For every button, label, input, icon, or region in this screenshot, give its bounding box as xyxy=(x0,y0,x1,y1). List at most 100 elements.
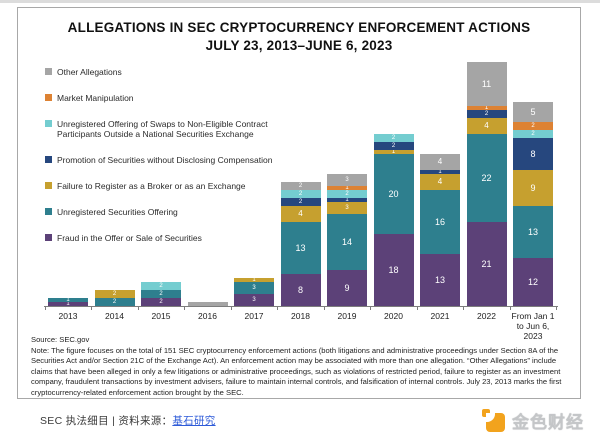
x-axis-tick xyxy=(323,306,325,310)
bar-segment: 12 xyxy=(513,258,553,306)
x-axis-label: 2021 xyxy=(430,311,450,321)
bar-segment: 2 xyxy=(280,190,321,198)
bar-segment: 1 xyxy=(373,149,414,155)
jinse-logo-icon xyxy=(481,408,507,433)
bar-value-label: 1 xyxy=(345,185,349,191)
legend-label: Other Allegations xyxy=(57,67,122,77)
legend-item: Unregistered Securities Offering xyxy=(45,207,313,217)
bar-segment: 8 xyxy=(280,274,321,306)
bar-value-label: 2 xyxy=(531,123,535,129)
bar-segment: 13 xyxy=(420,254,460,306)
legend-swatch-icon xyxy=(45,234,52,241)
x-axis-label: 2016 xyxy=(198,311,217,321)
bar-value-label: 2 xyxy=(159,283,163,289)
bar-value-label: 2 xyxy=(484,111,489,117)
legend-swatch-icon xyxy=(45,156,52,163)
brand-name: 金色财经 xyxy=(512,413,584,432)
legend-label: Promotion of Securities without Disclosi… xyxy=(57,155,273,165)
bar-value-label: 3 xyxy=(345,177,349,183)
plot-area: 1 1 2013 2 2 2014 2 2 2 2015 2016 3 3 1 2017 8 13 4 2 2 2 201… xyxy=(18,8,580,398)
chart-frame: ALLEGATIONS IN SEC CRYPTOCURRENCY ENFORC… xyxy=(17,7,581,399)
x-axis-tick xyxy=(416,306,418,310)
bar-value-label: 2 xyxy=(298,191,303,197)
bar-value-label: 2 xyxy=(391,143,396,149)
x-axis-tick xyxy=(463,306,465,310)
bar-value-label: 1 xyxy=(345,197,349,203)
bar-value-label: 3 xyxy=(345,205,349,211)
legend-label: Unregistered Securities Offering xyxy=(57,207,178,217)
bar-segment: 3 xyxy=(234,282,274,294)
bar-segment: 18 xyxy=(373,234,414,306)
bar-segment: 2 xyxy=(141,298,181,306)
bar-value-label: 5 xyxy=(530,106,536,117)
chart-legend: Other Allegations Market Manipulation Unre… xyxy=(45,67,313,243)
bar-value-label: 4 xyxy=(437,157,443,166)
x-axis-label: 2018 xyxy=(291,311,310,321)
bar-value-label: 11 xyxy=(481,78,492,89)
bar-segment: 1 xyxy=(420,169,460,175)
x-axis-label: 2015 xyxy=(151,311,171,321)
bar-value-label: 18 xyxy=(388,264,399,275)
footer-source-link[interactable]: 基石研究 xyxy=(172,414,216,427)
bar-value-label: 12 xyxy=(527,276,538,287)
bar-value-label: 2 xyxy=(298,199,303,205)
bar-segment: 2 xyxy=(141,282,181,290)
x-axis-label: 2014 xyxy=(105,311,124,321)
chart-title-line1: ALLEGATIONS IN SEC CRYPTOCURRENCY ENFORC… xyxy=(67,20,531,35)
x-axis-tick xyxy=(370,306,372,310)
bar-segment: 5 xyxy=(513,102,553,122)
bar-segment: 4 xyxy=(420,174,460,190)
bar-value-label: 1 xyxy=(66,297,70,303)
bar-segment: 16 xyxy=(420,190,460,254)
x-axis-tick xyxy=(91,306,93,310)
legend-label: Fraud in the Offer or Sale of Securities xyxy=(57,233,202,243)
bar-value-label: 1 xyxy=(252,277,256,283)
x-axis-tick xyxy=(44,306,46,310)
bar-segment: 2 xyxy=(94,298,135,306)
bar-value-label: 13 xyxy=(434,274,445,285)
bar-segment: 2 xyxy=(373,142,414,150)
x-axis-label: 2017 xyxy=(244,311,264,321)
bar-value-label: 2 xyxy=(391,135,396,141)
bar-segment: 1 xyxy=(327,185,367,191)
bar-value-label: 1 xyxy=(391,149,396,155)
bar-segment xyxy=(187,302,228,306)
brand-logo: 金色财经 xyxy=(481,408,584,433)
bar-value-label: 3 xyxy=(252,285,256,291)
bar-value-label: 20 xyxy=(388,188,399,199)
legend-label: Unregistered Offering of Swaps to Non-El… xyxy=(57,119,268,139)
legend-swatch-icon xyxy=(45,182,52,189)
bar-segment: 3 xyxy=(234,294,274,306)
legend-swatch-icon xyxy=(45,120,52,127)
bar-segment: 1 xyxy=(327,197,367,203)
bar-segment: 2 xyxy=(466,110,507,118)
x-axis-tick xyxy=(509,306,511,310)
page-top-edge xyxy=(0,0,600,3)
bar-value-label: 1 xyxy=(484,105,489,111)
x-axis-label: 2013 xyxy=(58,311,78,321)
legend-label: Market Manipulation xyxy=(57,93,134,103)
bar-value-label: 4 xyxy=(484,121,489,130)
bar-value-label: 2 xyxy=(112,299,117,305)
bar-value-label: 3 xyxy=(252,297,256,303)
bar-segment: 2 xyxy=(513,122,553,130)
bar-segment: 21 xyxy=(466,222,507,306)
x-axis-tick xyxy=(277,306,279,310)
bar-value-label: 13 xyxy=(527,226,538,237)
bar-segment: 2 xyxy=(141,290,181,298)
x-axis-line xyxy=(44,306,558,307)
bar-value-label: 2 xyxy=(298,183,303,189)
source-text: Source: SEC.gov xyxy=(31,335,90,344)
bar-value-label: 8 xyxy=(530,148,536,159)
bar-value-label: 21 xyxy=(481,258,492,269)
bar-segment: 2 xyxy=(513,130,553,138)
bar-value-label: 2 xyxy=(159,299,163,305)
legend-item: Unregistered Offering of Swaps to Non-El… xyxy=(45,119,313,139)
bar-segment: 4 xyxy=(420,154,460,170)
legend-swatch-icon xyxy=(45,94,52,101)
legend-label: Failure to Register as a Broker or as an… xyxy=(57,181,246,191)
x-axis-label: 2020 xyxy=(384,311,403,321)
bar-segment: 4 xyxy=(280,206,321,222)
footer-caption: SEC 执法细目 | 资料来源：基石研究 xyxy=(40,413,216,428)
bar-value-label: 1 xyxy=(66,301,70,307)
